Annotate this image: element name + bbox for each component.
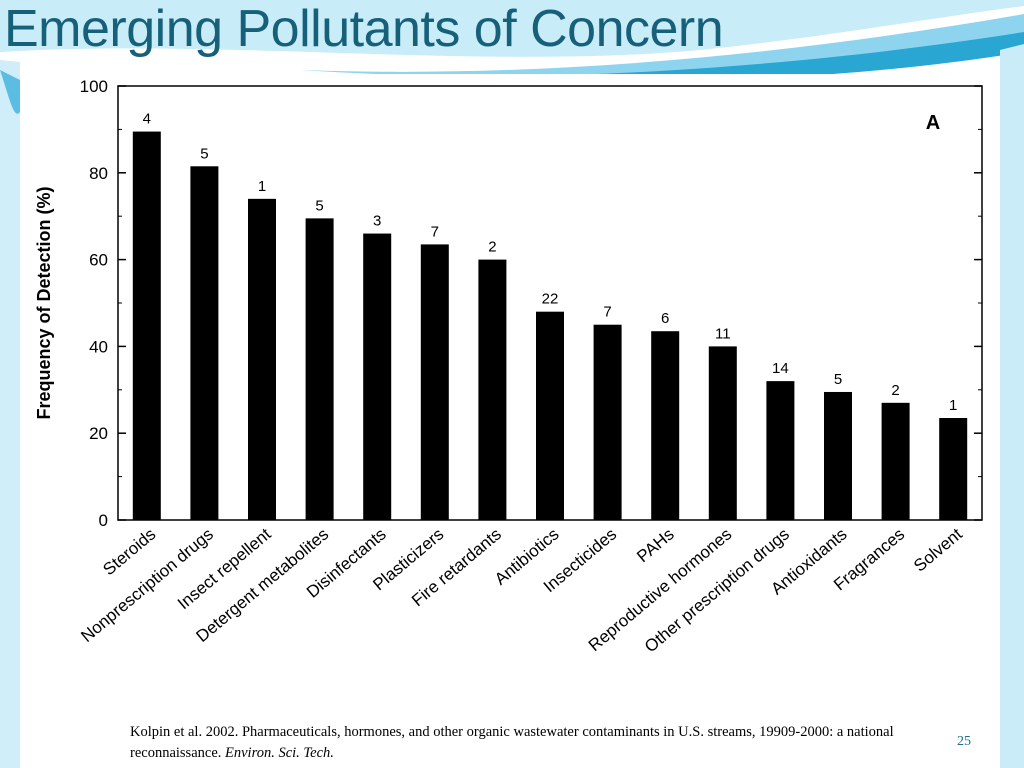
bar-count-label: 22: [542, 291, 559, 308]
slide-title: Emerging Pollutants of Concern: [4, 0, 724, 58]
x-category-label: PAHs: [633, 525, 678, 567]
bar: [593, 324, 622, 520]
bar: [420, 244, 449, 520]
bar-count-label: 6: [661, 310, 669, 327]
bar-count-label: 14: [772, 360, 789, 377]
bar: [305, 218, 334, 520]
y-tick-label: 80: [89, 164, 108, 183]
bar: [708, 346, 737, 520]
bar-count-label: 5: [200, 145, 208, 162]
bar-count-label: 2: [488, 239, 496, 256]
x-category-label: Solvent: [910, 524, 966, 575]
citation-journal: Environ. Sci. Tech.: [225, 745, 334, 761]
right-edge-strip: [1000, 44, 1024, 768]
bar-chart: 0 20 40 60 80 100 Frequency of Detection (%) A 4…: [34, 77, 983, 656]
bar-count-label: 7: [431, 223, 439, 240]
chart-area: 0 20 40 60 80 100 Frequency of Detection (%) A 4…: [20, 74, 1000, 710]
bar: [766, 381, 795, 520]
y-tick-label: 20: [89, 424, 108, 443]
bar: [824, 391, 852, 520]
citation-text: Kolpin et al. 2002. Pharmaceuticals, hor…: [130, 724, 894, 761]
bar-count-label: 5: [315, 197, 323, 214]
bar-count-label: 7: [603, 304, 611, 321]
bar-count-label: 4: [143, 111, 151, 128]
y-tick-label: 40: [89, 337, 108, 356]
citation: Kolpin et al. 2002. Pharmaceuticals, hor…: [130, 722, 930, 764]
header-wave-light: [0, 0, 1024, 57]
header-wave-dark: [420, 32, 1024, 82]
bar-count-label: 11: [715, 325, 731, 342]
bar: [478, 259, 507, 520]
y-axis-label: Frequency of Detection (%): [34, 186, 54, 419]
bar: [190, 166, 219, 520]
bar-count-label: 5: [834, 371, 842, 388]
bar-count-label: 2: [891, 382, 899, 399]
bar-count-label: 1: [258, 178, 266, 195]
y-tick-label: 100: [80, 77, 108, 96]
bar: [881, 402, 910, 520]
bar: [536, 311, 564, 520]
left-edge-wave: [0, 70, 20, 114]
bar-count-label: 1: [949, 397, 957, 414]
bar: [248, 198, 276, 520]
left-edge-strip: [0, 60, 20, 768]
y-tick-label: 0: [99, 511, 108, 530]
bar: [939, 418, 968, 520]
y-tick-label: 60: [89, 251, 108, 270]
page-number: 25: [957, 734, 971, 749]
bar: [132, 131, 161, 520]
bar-count-label: 3: [373, 213, 381, 230]
panel-label: A: [926, 112, 940, 134]
bar: [363, 233, 392, 520]
bar: [651, 331, 680, 520]
